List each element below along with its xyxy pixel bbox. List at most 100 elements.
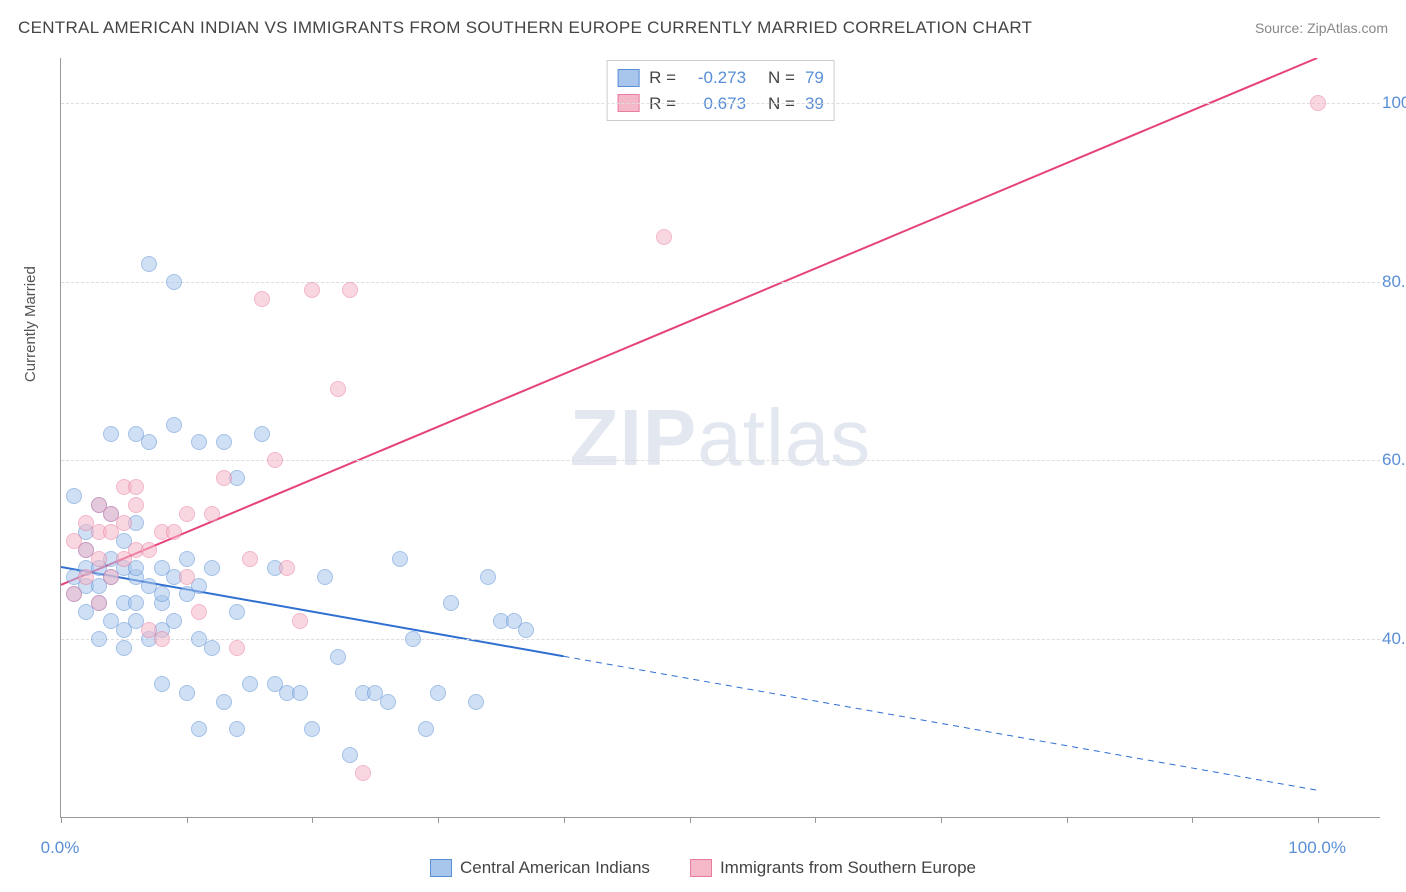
legend-item: Immigrants from Southern Europe <box>690 858 976 878</box>
data-point <box>480 569 496 585</box>
data-point <box>204 506 220 522</box>
data-point <box>443 595 459 611</box>
data-point <box>518 622 534 638</box>
legend-label: Central American Indians <box>460 858 650 878</box>
data-point <box>116 640 132 656</box>
data-point <box>128 595 144 611</box>
data-point <box>141 542 157 558</box>
data-point <box>330 381 346 397</box>
data-point <box>179 551 195 567</box>
x-tick <box>941 817 942 823</box>
y-axis-label: Currently Married <box>22 266 39 382</box>
data-point <box>468 694 484 710</box>
y-tick-label: 100.0% <box>1374 93 1406 113</box>
data-point <box>216 694 232 710</box>
gridline <box>61 282 1380 283</box>
n-value: 79 <box>805 65 824 91</box>
data-point <box>229 640 245 656</box>
data-point <box>91 551 107 567</box>
data-point <box>317 569 333 585</box>
data-point <box>392 551 408 567</box>
data-point <box>430 685 446 701</box>
x-tick <box>1318 817 1319 823</box>
data-point <box>242 551 258 567</box>
data-point <box>166 524 182 540</box>
data-point <box>380 694 396 710</box>
data-point <box>342 747 358 763</box>
x-tick-label: 100.0% <box>1288 838 1346 858</box>
gridline <box>61 103 1380 104</box>
plot-area: ZIPatlas R =-0.273N =79R =0.673N =39 40.… <box>60 58 1380 818</box>
source-label: Source: ZipAtlas.com <box>1255 20 1388 36</box>
y-tick-label: 60.0% <box>1374 450 1406 470</box>
data-point <box>242 676 258 692</box>
data-point <box>405 631 421 647</box>
data-point <box>154 676 170 692</box>
data-point <box>191 721 207 737</box>
data-point <box>304 721 320 737</box>
data-point <box>191 434 207 450</box>
data-point <box>141 434 157 450</box>
data-point <box>103 569 119 585</box>
x-tick <box>1192 817 1193 823</box>
data-point <box>91 631 107 647</box>
x-tick <box>815 817 816 823</box>
data-point <box>254 291 270 307</box>
correlation-legend: R =-0.273N =79R =0.673N =39 <box>606 60 835 121</box>
data-point <box>116 515 132 531</box>
data-point <box>216 434 232 450</box>
data-point <box>166 274 182 290</box>
data-point <box>66 488 82 504</box>
data-point <box>229 721 245 737</box>
x-tick <box>1067 817 1068 823</box>
data-point <box>179 506 195 522</box>
legend-swatch <box>430 859 452 877</box>
data-point <box>216 470 232 486</box>
x-tick <box>690 817 691 823</box>
data-point <box>229 604 245 620</box>
data-point <box>154 631 170 647</box>
data-point <box>179 569 195 585</box>
legend-swatch <box>690 859 712 877</box>
data-point <box>191 604 207 620</box>
data-point <box>103 426 119 442</box>
data-point <box>166 417 182 433</box>
data-point <box>304 282 320 298</box>
chart-title: CENTRAL AMERICAN INDIAN VS IMMIGRANTS FR… <box>18 18 1032 38</box>
data-point <box>66 586 82 602</box>
data-point <box>267 452 283 468</box>
trend-line-dashed <box>563 656 1317 790</box>
data-point <box>128 479 144 495</box>
watermark: ZIPatlas <box>570 392 871 484</box>
trend-line-solid <box>61 58 1317 585</box>
series-legend: Central American Indians Immigrants from … <box>0 858 1406 878</box>
data-point <box>656 229 672 245</box>
data-point <box>91 595 107 611</box>
data-point <box>204 560 220 576</box>
r-value: -0.273 <box>686 65 746 91</box>
data-point <box>166 613 182 629</box>
data-point <box>141 256 157 272</box>
data-point <box>179 685 195 701</box>
legend-swatch <box>617 69 639 87</box>
x-tick <box>187 817 188 823</box>
legend-label: Immigrants from Southern Europe <box>720 858 976 878</box>
chart-header: CENTRAL AMERICAN INDIAN VS IMMIGRANTS FR… <box>18 18 1388 38</box>
data-point <box>355 765 371 781</box>
x-tick <box>564 817 565 823</box>
data-point <box>418 721 434 737</box>
data-point <box>292 613 308 629</box>
data-point <box>292 685 308 701</box>
data-point <box>1310 95 1326 111</box>
legend-row: R =-0.273N =79 <box>617 65 824 91</box>
data-point <box>78 569 94 585</box>
data-point <box>342 282 358 298</box>
gridline <box>61 460 1380 461</box>
y-tick-label: 40.0% <box>1374 629 1406 649</box>
y-tick-label: 80.0% <box>1374 272 1406 292</box>
data-point <box>154 586 170 602</box>
data-point <box>254 426 270 442</box>
data-point <box>128 497 144 513</box>
data-point <box>330 649 346 665</box>
r-label: R = <box>649 65 676 91</box>
